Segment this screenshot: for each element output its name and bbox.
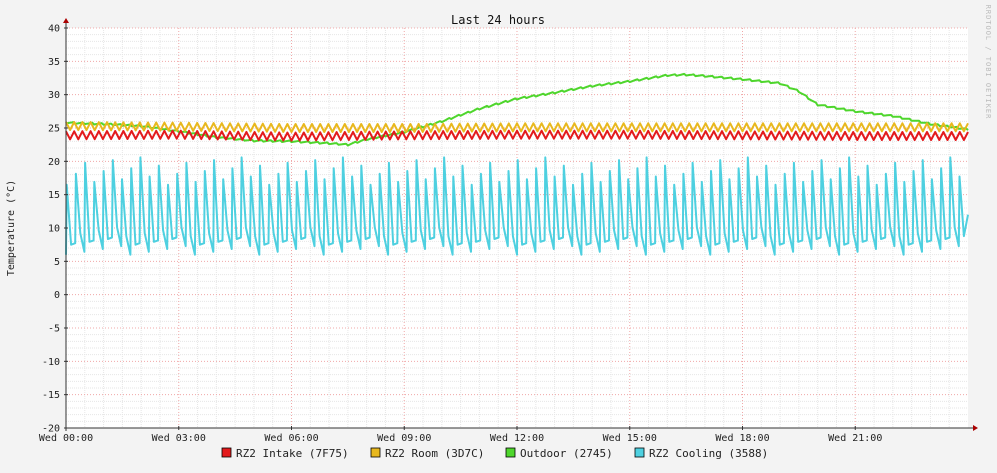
legend-label: RZ2 Room (3D7C) — [385, 447, 484, 460]
x-tick-label: Wed 03:00 — [152, 433, 206, 444]
legend-label: Outdoor (2745) — [520, 447, 613, 460]
legend-swatch — [370, 447, 381, 458]
legend-swatch — [634, 447, 645, 458]
y-tick-label: 0 — [54, 290, 60, 301]
series-line-1 — [65, 121, 969, 133]
y-tick-labels: 40 35 30 25 20 15 10 5 0 -5 -10 -15 -20 — [42, 24, 60, 435]
y-tick-label: 30 — [48, 90, 60, 101]
legend-label: RZ2 Intake (7F75) — [236, 447, 349, 460]
y-tick-label: -20 — [42, 424, 60, 435]
series-layer — [65, 72, 969, 256]
x-tick-label: Wed 00:00 — [39, 433, 93, 444]
y-tick-label: 15 — [48, 190, 60, 201]
legend-label: RZ2 Cooling (3588) — [649, 447, 768, 460]
chart-title: Last 24 hours — [451, 13, 545, 27]
y-axis-label: Temperature (°C) — [6, 180, 17, 276]
y-tick-label: -15 — [42, 390, 60, 401]
y-tick-label: 20 — [48, 157, 60, 168]
y-tick-label: 5 — [54, 257, 60, 268]
watermark: RRDTOOL / TOBI OETIKER — [984, 5, 992, 120]
y-tick-label: 25 — [48, 124, 60, 135]
x-tick-label: Wed 12:00 — [490, 433, 544, 444]
x-tick-label: Wed 06:00 — [264, 433, 318, 444]
legend-swatch — [221, 447, 232, 458]
series-line-3 — [65, 156, 969, 256]
y-tick-label: 10 — [48, 224, 60, 235]
x-tick-label: Wed 15:00 — [603, 433, 657, 444]
y-tick-label: -10 — [42, 357, 60, 368]
legend: RZ2 Intake (7F75) RZ2 Room (3D7C) Outdoor … — [221, 447, 768, 460]
y-tick-label: -5 — [48, 324, 60, 335]
x-tick-label: Wed 09:00 — [377, 433, 431, 444]
x-axis-arrow — [973, 425, 978, 431]
x-tick-label: Wed 21:00 — [828, 433, 882, 444]
axis-layer — [63, 18, 978, 431]
legend-swatch — [505, 447, 516, 458]
y-tick-label: 35 — [48, 57, 60, 68]
x-tick-labels: Wed 00:00 Wed 03:00 Wed 06:00 Wed 09:00 Wed … — [39, 433, 882, 444]
y-axis-arrow — [63, 18, 69, 23]
series-line-0 — [65, 129, 969, 142]
x-tick-label: Wed 18:00 — [715, 433, 769, 444]
y-tick-label: 40 — [48, 24, 60, 35]
